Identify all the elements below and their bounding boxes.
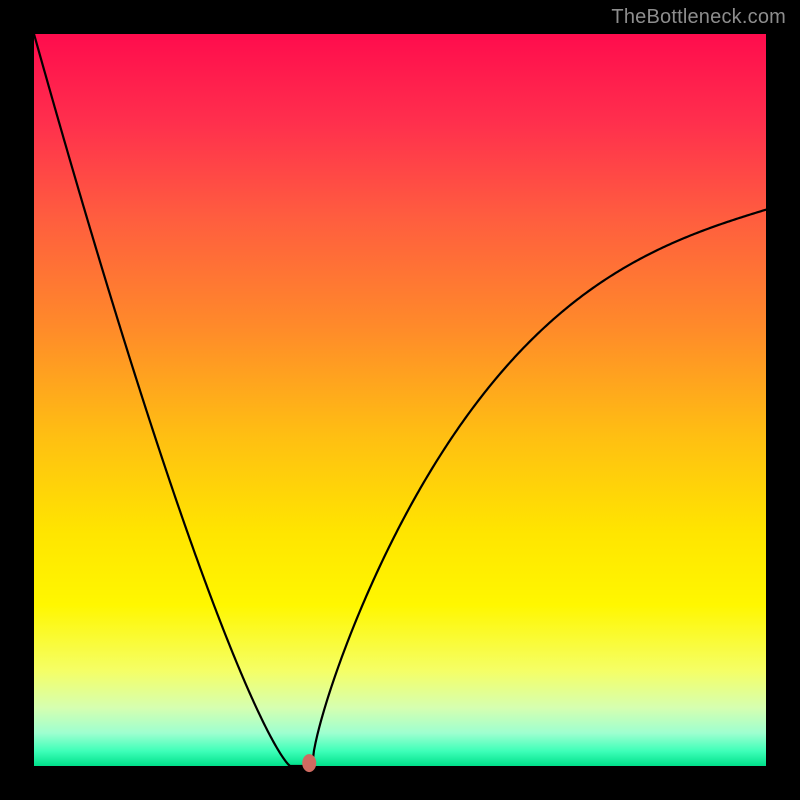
- nadir-marker: [302, 754, 316, 772]
- watermark-text: TheBottleneck.com: [611, 6, 786, 29]
- bottleneck-chart: [0, 0, 800, 800]
- chart-stage: TheBottleneck.com: [0, 0, 800, 800]
